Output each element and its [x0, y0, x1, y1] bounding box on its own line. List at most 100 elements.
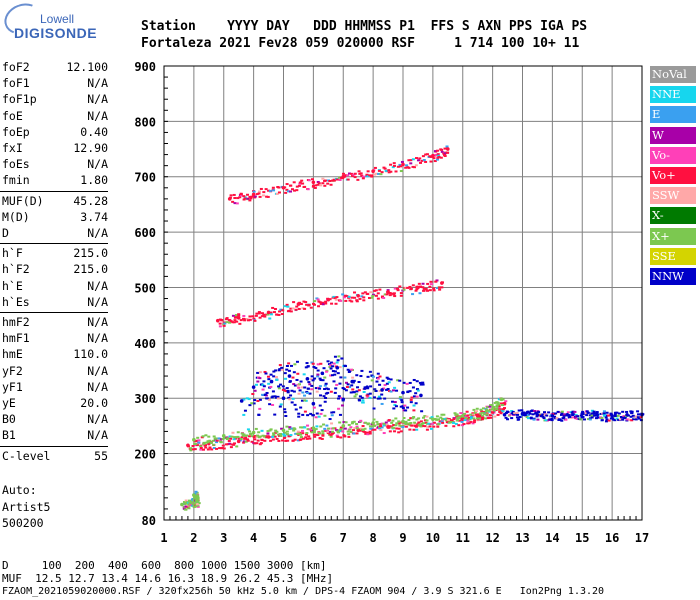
- data-point: [356, 386, 360, 389]
- data-point: [355, 390, 359, 393]
- data-point: [443, 152, 447, 155]
- data-point: [283, 434, 287, 437]
- data-point: [284, 377, 288, 380]
- data-point: [422, 422, 426, 425]
- data-point: [260, 315, 264, 318]
- data-point: [409, 159, 413, 162]
- data-point: [262, 313, 266, 316]
- data-point: [401, 419, 405, 424]
- data-point: [359, 375, 363, 378]
- data-point: [295, 305, 299, 308]
- data-point: [443, 417, 447, 420]
- data-point: [392, 162, 396, 165]
- data-point: [341, 387, 345, 390]
- data-point: [207, 435, 211, 438]
- data-point: [311, 401, 316, 406]
- data-point: [252, 436, 256, 439]
- data-point: [307, 381, 311, 384]
- param-key: foE: [2, 108, 23, 123]
- data-point: [189, 500, 193, 505]
- data-point: [339, 428, 343, 431]
- data-point: [399, 165, 403, 168]
- data-point: [585, 414, 589, 417]
- data-point: [261, 393, 265, 396]
- data-point: [493, 415, 497, 418]
- data-point: [239, 438, 243, 441]
- data-point: [311, 379, 315, 382]
- param-value: N/A: [87, 76, 108, 91]
- data-point: [419, 425, 423, 428]
- param-value: N/A: [87, 294, 108, 309]
- data-point: [499, 397, 504, 402]
- data-point: [555, 417, 559, 420]
- data-point: [287, 309, 291, 312]
- data-point: [383, 167, 387, 170]
- data-point: [194, 443, 198, 446]
- data-point: [581, 415, 585, 418]
- data-point: [400, 401, 404, 404]
- data-point: [469, 421, 473, 424]
- chart-grid: [164, 66, 642, 520]
- data-point: [385, 376, 389, 379]
- data-point: [431, 417, 435, 422]
- data-point: [383, 397, 387, 400]
- data-point: [339, 299, 343, 302]
- data-point: [550, 419, 554, 422]
- data-point: [376, 372, 380, 375]
- data-point: [390, 421, 394, 424]
- data-point: [421, 381, 425, 384]
- data-point: [517, 409, 521, 412]
- data-point: [246, 197, 250, 200]
- data-point: [431, 153, 435, 158]
- data-point: [191, 448, 195, 451]
- data-point: [267, 382, 271, 385]
- data-point: [330, 411, 334, 414]
- data-point: [390, 292, 394, 295]
- data-point: [338, 382, 342, 385]
- x-tick-label: 3: [220, 531, 227, 545]
- data-point: [393, 287, 397, 290]
- data-point: [429, 283, 433, 286]
- data-point: [315, 425, 319, 428]
- data-point: [255, 193, 259, 196]
- data-point: [396, 287, 400, 290]
- data-point: [372, 396, 376, 399]
- param-separator: [0, 312, 108, 313]
- data-point: [373, 173, 377, 176]
- data-point: [326, 388, 330, 391]
- data-point: [287, 190, 291, 193]
- data-point: [282, 437, 286, 440]
- auto-label: Auto:: [2, 483, 37, 497]
- data-point: [271, 306, 275, 309]
- data-point: [233, 197, 237, 200]
- data-point: [562, 416, 566, 419]
- data-point: [449, 420, 453, 423]
- data-point: [356, 178, 360, 181]
- data-point: [400, 399, 404, 402]
- data-point: [337, 355, 341, 358]
- data-point: [527, 411, 531, 414]
- data-point: [629, 415, 633, 418]
- data-point: [435, 415, 439, 418]
- param-key: h`F2: [2, 262, 30, 277]
- data-point: [280, 366, 284, 369]
- data-point: [478, 417, 482, 420]
- data-point: [405, 382, 409, 385]
- data-point: [553, 415, 557, 418]
- data-point: [313, 435, 317, 438]
- data-point: [338, 396, 342, 399]
- data-point: [386, 290, 390, 294]
- param-row-4: foEp 0.40: [2, 125, 108, 142]
- param-key: B0: [2, 412, 16, 427]
- data-point: [351, 376, 355, 379]
- param-key: foF2: [2, 60, 30, 74]
- data-point: [425, 289, 429, 292]
- data-point: [331, 431, 335, 434]
- data-point: [544, 419, 548, 422]
- data-point: [594, 417, 598, 420]
- data-point: [440, 417, 444, 420]
- data-point: [341, 293, 345, 296]
- data-point: [254, 427, 258, 430]
- data-point: [468, 418, 472, 421]
- param-row-1: foF1 N/A: [2, 76, 108, 93]
